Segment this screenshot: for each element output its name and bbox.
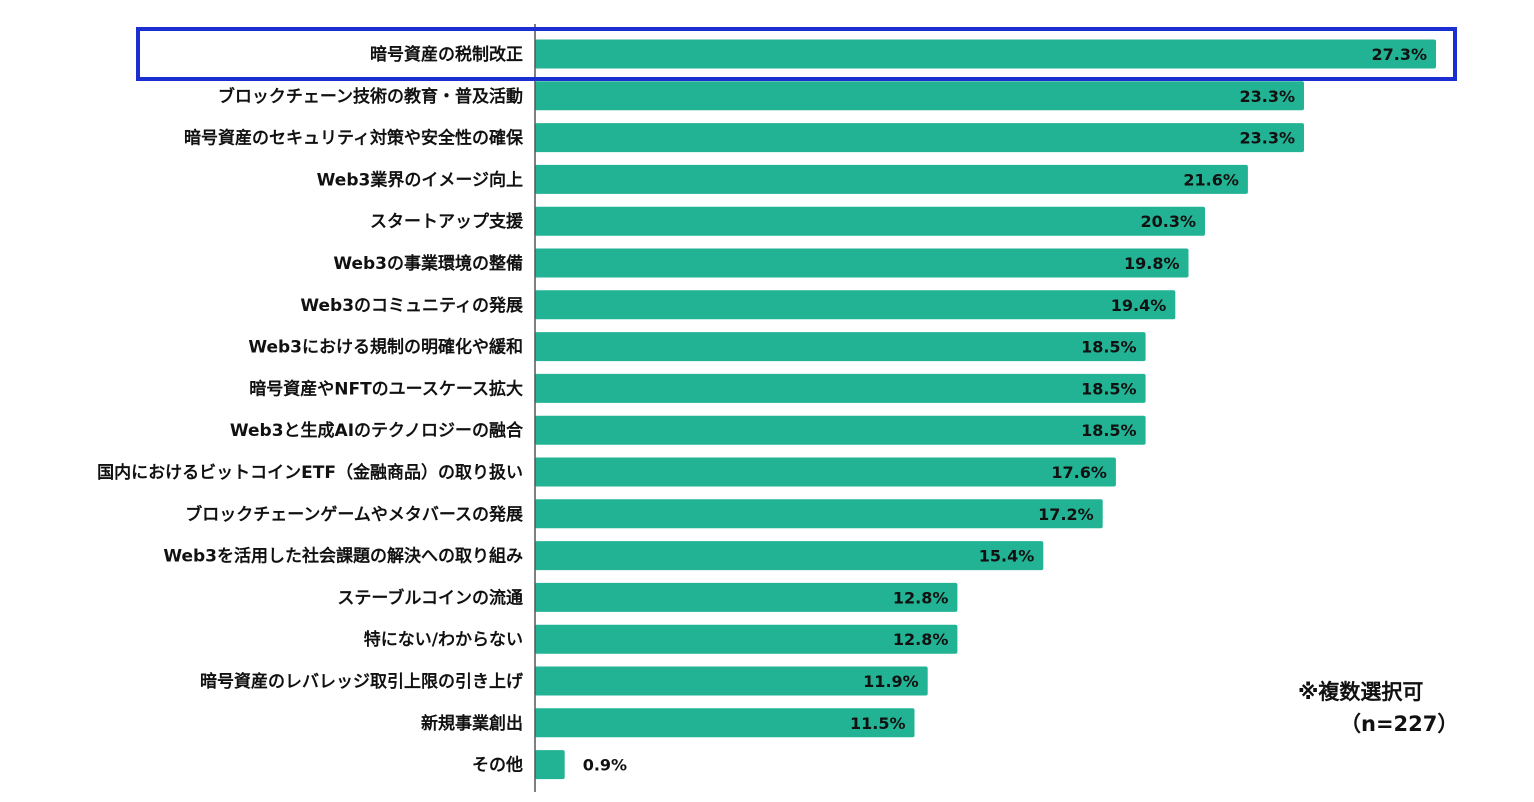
category-label-14: ステーブルコインの流通 xyxy=(337,587,523,608)
value-label-9: 18.5% xyxy=(1081,379,1137,398)
category-label-1: 暗号資産の税制改正 xyxy=(370,44,523,65)
value-label-3: 23.3% xyxy=(1239,129,1295,148)
value-label-15: 12.8% xyxy=(893,630,949,649)
value-label-2: 23.3% xyxy=(1239,87,1295,106)
bar-5 xyxy=(535,206,1205,236)
bar-13 xyxy=(535,541,1044,571)
bar-2 xyxy=(535,81,1304,111)
bars-layer xyxy=(535,39,1436,780)
bar-17 xyxy=(535,708,915,738)
bar-15 xyxy=(535,624,958,654)
value-label-6: 19.8% xyxy=(1124,254,1180,273)
bar-8 xyxy=(535,332,1146,362)
bar-14 xyxy=(535,582,958,612)
value-label-17: 11.5% xyxy=(850,714,906,733)
category-label-5: スタートアップ支援 xyxy=(370,211,524,232)
value-label-14: 12.8% xyxy=(893,588,949,607)
value-label-18: 0.9% xyxy=(583,756,627,775)
category-label-10: Web3と生成AIのテクノロジーの融合 xyxy=(230,420,524,441)
category-label-12: ブロックチェーンゲームやメタバースの発展 xyxy=(185,504,523,525)
category-label-13: Web3を活用した社会課題の解決への取り組み xyxy=(163,546,523,567)
category-label-11: 国内におけるビットコインETF（金融商品）の取り扱い xyxy=(97,462,523,483)
category-label-3: 暗号資産のセキュリティ対策や安全性の確保 xyxy=(184,128,524,149)
value-label-4: 21.6% xyxy=(1183,170,1239,189)
category-label-8: Web3における規制の明確化や緩和 xyxy=(248,337,523,358)
category-label-7: Web3のコミュニティの発展 xyxy=(300,295,523,316)
bar-7 xyxy=(535,290,1176,320)
value-label-11: 17.6% xyxy=(1051,463,1107,482)
value-label-7: 19.4% xyxy=(1111,296,1167,315)
bar-18 xyxy=(535,750,565,780)
bar-10 xyxy=(535,415,1146,445)
bar-9 xyxy=(535,373,1146,403)
category-label-15: 特にない/わからない xyxy=(364,629,523,650)
labels-layer: 暗号資産の税制改正 27.3% ブロックチェーン技術の教育・普及活動 23.3% 暗号資… xyxy=(97,44,1427,776)
category-label-16: 暗号資産のレバレッジ取引上限の引き上げ xyxy=(200,671,524,692)
category-label-17: 新規事業創出 xyxy=(421,713,523,734)
value-label-5: 20.3% xyxy=(1140,212,1196,231)
bar-16 xyxy=(535,666,928,696)
value-label-8: 18.5% xyxy=(1081,338,1137,357)
bar-12 xyxy=(535,499,1103,529)
bar-4 xyxy=(535,164,1248,194)
value-label-12: 17.2% xyxy=(1038,505,1094,524)
bar-1 xyxy=(535,39,1436,69)
category-label-9: 暗号資産やNFTのユースケース拡大 xyxy=(249,378,523,399)
note-multiple-choice: ※複数選択可 xyxy=(1298,680,1424,704)
bar-3 xyxy=(535,123,1304,153)
category-label-6: Web3の事業環境の整備 xyxy=(333,253,523,274)
value-label-10: 18.5% xyxy=(1081,421,1137,440)
bar-11 xyxy=(535,457,1116,487)
category-label-18: その他 xyxy=(472,755,523,776)
category-label-4: Web3業界のイメージ向上 xyxy=(317,169,523,190)
category-label-2: ブロックチェーン技術の教育・普及活動 xyxy=(218,86,523,107)
value-label-1: 27.3% xyxy=(1371,45,1427,64)
value-label-16: 11.9% xyxy=(863,672,919,691)
value-label-13: 15.4% xyxy=(979,547,1035,566)
bar-6 xyxy=(535,248,1189,278)
highlight-box xyxy=(136,27,1457,81)
note-sample-size: （n=227） xyxy=(1340,712,1459,736)
